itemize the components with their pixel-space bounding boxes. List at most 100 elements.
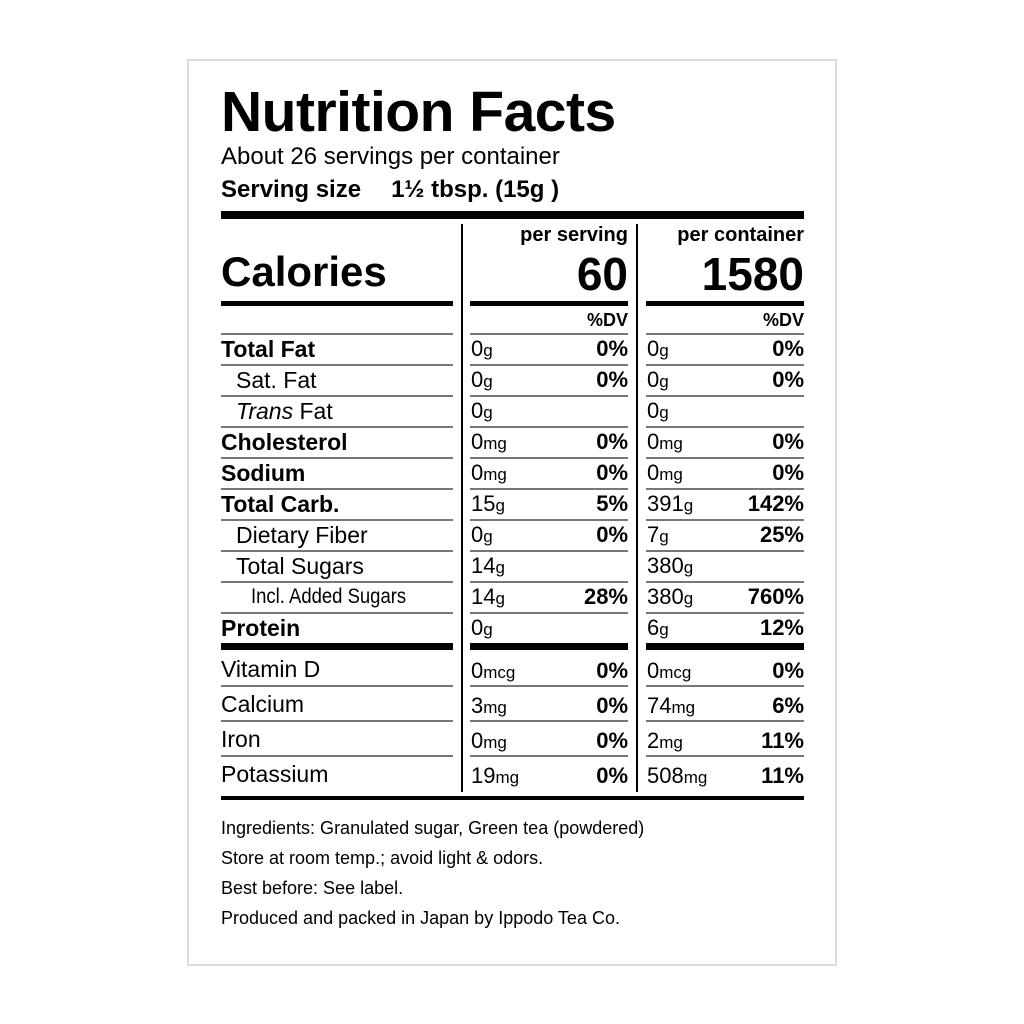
- label-text: Cholesterol: [221, 429, 348, 455]
- trans-italic: Trans: [236, 398, 294, 424]
- amount-per-serving: 19mg: [471, 762, 519, 792]
- nutrient-label: Dietary Fiber: [236, 521, 368, 549]
- row-divider: [470, 519, 628, 521]
- nutrient-label: Sat. Fat: [236, 366, 317, 394]
- row-divider: [221, 426, 453, 428]
- dv-per-serving: 0%: [596, 367, 628, 392]
- divider-medium: [646, 301, 804, 306]
- per-serving-header: per serving: [520, 224, 628, 246]
- nutrient-label: Total Sugars: [236, 552, 364, 580]
- calories-per-serving: 60: [576, 248, 628, 300]
- row-divider: [221, 643, 453, 650]
- amount-unit: g: [483, 403, 493, 422]
- amount-per-serving: 0g: [471, 366, 493, 396]
- row-divider: [221, 612, 453, 614]
- label-text: Sodium: [221, 460, 306, 486]
- dv-per-serving: 0%: [596, 763, 628, 788]
- amount-per-serving: 0mg: [471, 727, 507, 757]
- footer-line: Store at room temp.; avoid light & odors…: [221, 848, 544, 868]
- amount-value: 0: [471, 460, 484, 485]
- amount-value: 0: [471, 658, 484, 683]
- row-divider: [646, 519, 804, 521]
- dv-per-container: 11%: [761, 763, 804, 788]
- amount-unit: mcg: [483, 663, 516, 682]
- row-divider: [470, 581, 628, 583]
- amount-unit: g: [483, 620, 493, 639]
- amount-value: 0: [471, 398, 484, 423]
- amount-unit: g: [659, 341, 669, 360]
- servings-per-container: About 26 servings per container: [221, 143, 560, 170]
- amount-unit: mg: [659, 733, 683, 752]
- dv-per-container: 142%: [747, 491, 804, 516]
- label-text: Total Carb.: [221, 491, 340, 517]
- amount-unit: g: [659, 620, 669, 639]
- nutrient-label: Trans Fat: [236, 397, 333, 425]
- row-divider: [221, 720, 453, 722]
- amount-per-container: 74mg: [647, 692, 695, 722]
- column-divider: [461, 224, 463, 792]
- amount-per-serving: 0mg: [471, 459, 507, 489]
- amount-value: 380: [647, 553, 684, 578]
- nutrient-label: Total Carb.: [221, 490, 339, 518]
- amount-per-serving: 0mcg: [471, 657, 515, 687]
- amount-unit: g: [683, 496, 694, 515]
- dv-header: %DV: [762, 310, 804, 330]
- row-divider: [221, 581, 453, 583]
- row-divider: [221, 364, 453, 366]
- calories-label: Calories: [221, 248, 387, 295]
- row-divider: [221, 685, 453, 687]
- row-divider: [470, 685, 628, 687]
- dv-per-container: 760%: [747, 584, 804, 609]
- dv-per-serving: 0%: [596, 460, 628, 485]
- row-divider: [646, 581, 804, 583]
- amount-value: 0: [647, 460, 660, 485]
- amount-per-container: 508mg: [647, 762, 707, 792]
- amount-value: 6: [647, 615, 660, 640]
- row-divider: [470, 426, 628, 428]
- row-divider: [646, 426, 804, 428]
- amount-value: 0: [647, 658, 660, 683]
- vitamin-label: Iron: [221, 726, 261, 752]
- amount-value: 0: [471, 429, 484, 454]
- amount-per-serving: 0mg: [471, 428, 507, 458]
- vitamin-label: Calcium: [221, 691, 305, 717]
- row-divider: [470, 643, 628, 650]
- label-title: Nutrition Facts: [221, 80, 616, 144]
- nutrition-label-card: [187, 59, 837, 966]
- amount-unit: mcg: [659, 663, 692, 682]
- row-divider: [221, 488, 453, 490]
- label-text: Total Fat: [221, 336, 316, 362]
- amount-value: 19: [471, 763, 496, 788]
- dv-per-container: 0%: [772, 429, 804, 454]
- row-divider: [646, 333, 804, 335]
- row-divider: [646, 364, 804, 366]
- row-divider: [221, 755, 453, 757]
- divider-medium: [470, 301, 628, 306]
- dv-per-serving: 0%: [596, 693, 628, 718]
- footer-line: Ingredients: Granulated sugar, Green tea…: [221, 818, 645, 838]
- amount-value: 380: [647, 584, 684, 609]
- nutrient-label: Incl. Added Sugars: [251, 583, 406, 611]
- amount-value: 14: [471, 553, 496, 578]
- amount-value: 508: [647, 763, 684, 788]
- amount-per-serving: 14g: [471, 552, 505, 582]
- amount-value: 7: [647, 522, 660, 547]
- row-divider: [221, 550, 453, 552]
- amount-unit: mg: [483, 698, 507, 717]
- amount-unit: g: [683, 558, 694, 577]
- amount-value: 0: [471, 728, 484, 753]
- amount-unit: mg: [671, 698, 696, 717]
- row-divider: [470, 612, 628, 614]
- row-divider: [646, 612, 804, 614]
- nutrient-label: Cholesterol: [221, 428, 348, 456]
- amount-per-container: 0mg: [647, 459, 683, 489]
- amount-per-container: 6g: [647, 614, 669, 644]
- amount-value: 0: [471, 367, 484, 392]
- dv-per-serving: 28%: [583, 584, 628, 609]
- dv-per-container: 11%: [761, 728, 804, 753]
- dv-per-container: 6%: [772, 693, 804, 718]
- row-divider: [470, 333, 628, 335]
- amount-per-container: 0g: [647, 397, 669, 427]
- amount-per-container: 0g: [647, 366, 669, 396]
- amount-unit: mg: [659, 465, 683, 484]
